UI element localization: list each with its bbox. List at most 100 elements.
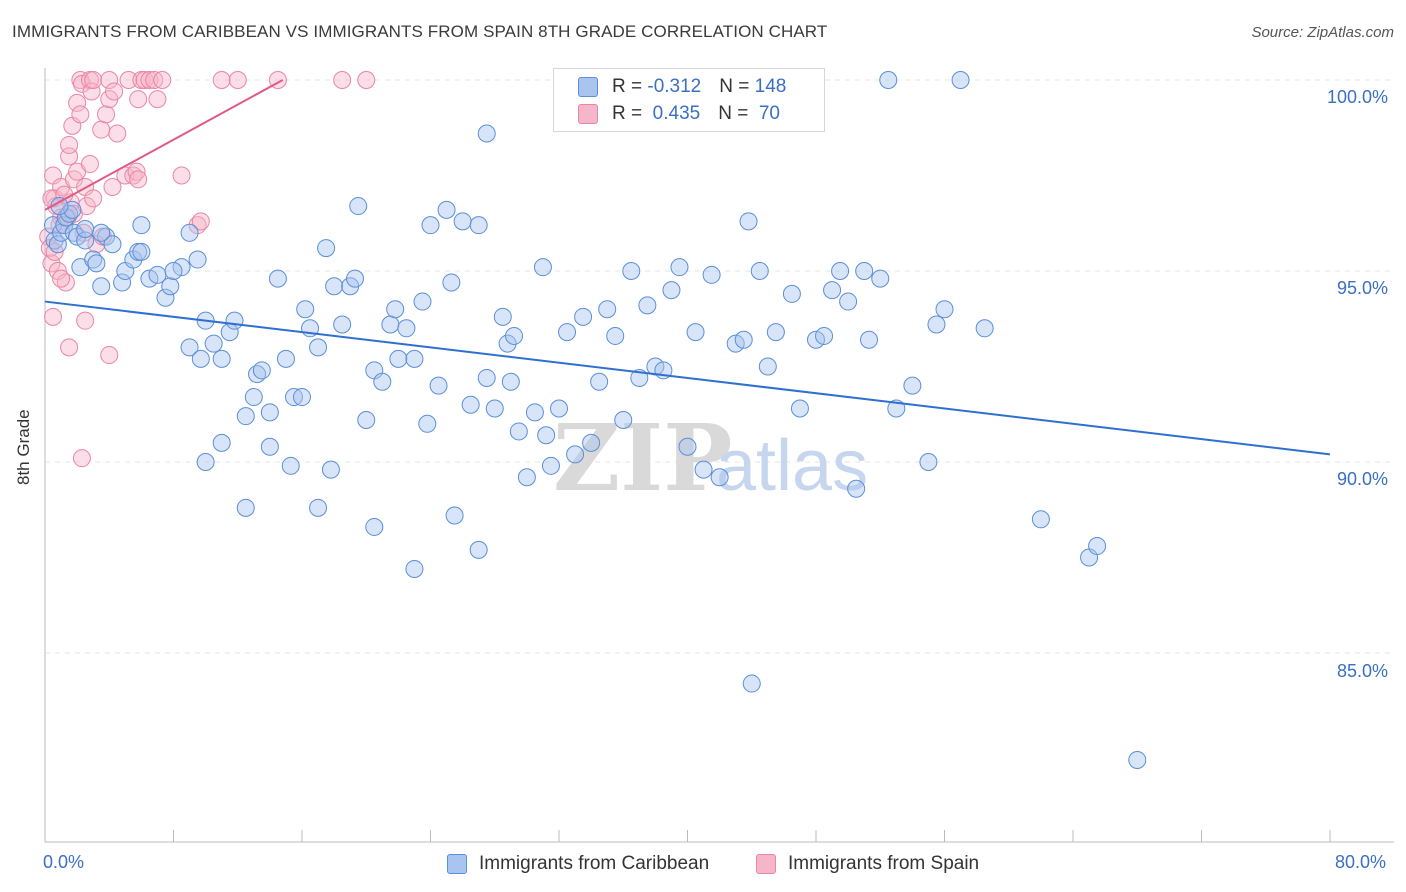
legend-n-label: N = [718,103,754,124]
legend-r-value: -0.312 [647,76,702,97]
data-point-caribbean [493,307,512,326]
data-point-caribbean [346,269,365,288]
data-point-caribbean [678,437,697,456]
legend-r-label: R = [612,103,648,124]
data-point-spain [77,197,96,216]
data-point-caribbean [48,235,67,254]
data-point-caribbean [590,372,609,391]
data-point-caribbean [855,262,874,280]
data-point-caribbean [485,399,504,418]
data-point-caribbean [638,296,657,315]
data-point-caribbean [477,124,496,143]
data-point-caribbean [317,239,336,258]
data-point-spain [119,71,138,89]
data-point-caribbean [935,300,954,319]
data-point-caribbean [871,269,890,288]
data-point-spain [82,82,101,101]
data-point-spain [80,155,99,174]
data-point-caribbean [533,258,552,277]
legend-r-label: R = [612,76,648,97]
data-point-caribbean [860,330,879,349]
data-point-caribbean [405,559,424,578]
data-point-caribbean [191,349,210,368]
data-point-caribbean [132,242,151,261]
data-point-spain [68,93,87,112]
data-point-caribbean [766,323,785,342]
series-spain [39,71,376,468]
data-point-caribbean [558,323,577,342]
data-point-spain [92,120,111,139]
data-point-caribbean [694,460,713,479]
data-point-caribbean [132,216,151,235]
data-point-caribbean [951,71,970,89]
data-point-spain [153,71,172,89]
data-point-spain [357,71,376,89]
data-point-caribbean [281,456,300,475]
legend-item-spain: Immigrants from Spain [756,853,979,875]
legend-label-spain: Immigrants from Spain [788,853,980,874]
x-tick-label-max: 80.0% [1335,852,1387,872]
data-point-caribbean [373,372,392,391]
data-point-caribbean [325,277,344,296]
data-point-caribbean [839,292,858,311]
legend-n-value: 148 [754,76,787,97]
data-point-caribbean [260,437,279,456]
data-point-spain [140,71,159,89]
data-point-caribbean [742,674,761,693]
y-tick-label-100: 100.0% [1327,87,1389,107]
data-point-caribbean [927,315,946,334]
data-point-caribbean [739,212,758,231]
data-point-caribbean [662,281,681,300]
data-point-caribbean [469,540,488,559]
y-tick-label-95: 95.0% [1337,278,1389,298]
data-point-caribbean [212,349,231,368]
data-point-caribbean [55,216,74,235]
x-tick-label-min: 0.0% [43,852,85,872]
data-point-caribbean [421,216,440,235]
data-point-spain [42,254,61,273]
data-point-spain [105,82,124,101]
data-point-caribbean [461,395,480,414]
data-point-spain [87,235,106,254]
data-point-caribbean [164,262,183,280]
legend-row-spain: R = 0.435 N = 70 [578,101,780,127]
data-point-caribbean [437,200,456,219]
data-point-caribbean [903,376,922,395]
data-point-spain [129,90,148,109]
data-point-caribbean [1088,537,1107,556]
watermark-atlas: atlas [716,426,868,506]
data-point-caribbean [550,399,568,418]
data-point-caribbean [103,235,122,254]
data-point-caribbean [429,376,448,395]
data-point-caribbean [823,281,842,300]
data-point-caribbean [782,284,801,303]
data-point-spain [71,105,90,124]
data-point-caribbean [606,326,625,345]
gridlines [45,79,1394,654]
data-point-caribbean [389,349,408,368]
data-point-caribbean [750,262,769,280]
data-point-caribbean [397,319,416,338]
data-point-caribbean [847,479,866,498]
data-point-caribbean [469,216,488,235]
data-point-caribbean [156,288,175,307]
data-point-caribbean [919,453,938,471]
data-point-caribbean [418,414,437,433]
data-point-caribbean [236,407,255,426]
data-point-caribbean [92,223,111,242]
legend-label-caribbean: Immigrants from Caribbean [479,853,710,874]
data-point-caribbean [180,223,199,242]
data-point-caribbean [537,426,556,445]
data-point-spain [72,449,91,468]
data-point-caribbean [541,456,560,475]
data-point-caribbean [505,326,524,345]
data-point-caribbean [357,410,376,429]
data-point-caribbean [574,307,593,326]
data-point-spain [100,71,119,89]
data-point-caribbean [405,349,424,368]
data-point-caribbean [293,388,311,407]
data-point-spain [172,166,191,185]
data-point-caribbean [244,388,263,407]
data-point-caribbean [445,506,464,525]
